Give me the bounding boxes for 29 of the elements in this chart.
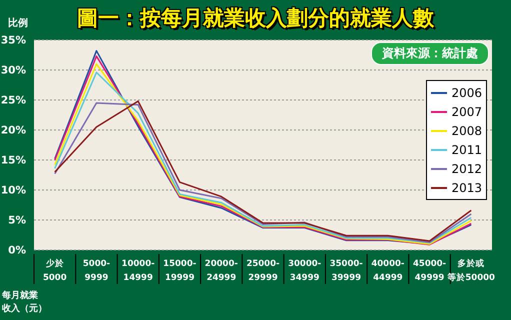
x-tick-label: 40000-44999 [371,259,405,283]
legend-label: 2008 [451,124,482,138]
y-tick-label: 10% [0,184,26,197]
y-axis-title: 比例 [8,16,28,30]
legend-label: 2006 [451,86,482,100]
x-axis-title: 每月就業收入（元） [2,290,47,316]
y-tick-label: 35% [0,34,26,47]
legend-label: 2007 [451,104,482,118]
legend-label: 2012 [451,162,482,176]
x-tick-label: 45000-49999 [412,259,447,283]
x-tick-label: 10000-14999 [122,259,156,283]
x-tick-label: 25000-29999 [246,259,280,283]
x-tick-label: 20000-24999 [204,259,238,283]
y-tick-label: 25% [0,94,26,107]
y-tick-label: 30% [0,64,26,77]
y-tick-label: 15% [0,154,26,167]
x-tick-label: 35000-39999 [330,259,364,283]
annotation: 資料來源：統計處 [371,42,489,65]
y-tick-label: 0% [8,244,26,257]
y-tick-label: 20% [0,124,26,137]
legend-label: 2013 [451,180,482,194]
x-tick-label: 30000-34999 [288,259,322,283]
x-tick-label: 多於或等於50000 [446,258,496,283]
legend-label: 2011 [451,142,482,156]
x-tick-label: 少於5000 [42,258,67,283]
x-tick-label: 5000-9999 [82,259,111,283]
x-tick-label: 15000-19999 [163,259,197,283]
chart-title: 圖一：按每月就業收入劃分的就業人數 [77,6,434,30]
y-tick-label: 5% [8,214,26,227]
